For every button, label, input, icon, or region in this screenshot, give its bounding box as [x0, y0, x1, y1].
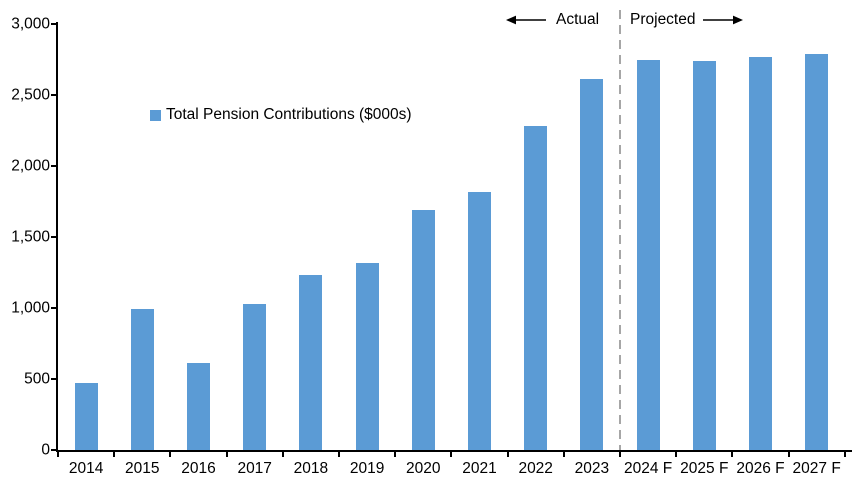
- actual-section-label: Actual: [556, 11, 600, 28]
- y-axis-tick-label: 2,500: [11, 86, 50, 104]
- y-axis-tick-mark: [51, 236, 57, 238]
- actual-projected-divider: [619, 10, 621, 450]
- y-axis-tick-mark: [51, 378, 57, 380]
- legend: Total Pension Contributions ($000s): [150, 106, 412, 124]
- x-axis-tick-mark: [281, 452, 284, 457]
- x-axis-category-label: 2016: [181, 460, 216, 477]
- y-axis-tick-mark: [51, 23, 57, 25]
- x-axis-tick-mark: [675, 452, 678, 457]
- x-axis-tick-mark: [731, 452, 734, 457]
- y-axis-tick-label: 0: [41, 441, 50, 459]
- bar-2022: [524, 126, 548, 450]
- x-axis-tick-mark: [843, 452, 846, 457]
- x-axis-tick-mark: [394, 452, 397, 457]
- right-arrow-icon: [702, 14, 744, 26]
- bar-2019: [355, 262, 379, 450]
- x-axis-tick-mark: [619, 452, 621, 457]
- x-axis-line: [56, 450, 852, 452]
- projected-section-label: Projected: [630, 11, 696, 28]
- bar-2018: [299, 274, 323, 450]
- x-axis-tick-mark: [225, 452, 228, 457]
- y-axis-tick-mark: [51, 94, 57, 96]
- bar-2015: [130, 309, 154, 450]
- x-axis-tick-mark: [506, 452, 509, 457]
- y-axis-tick-mark: [51, 307, 57, 309]
- x-axis-category-label: 2024 F: [623, 460, 673, 477]
- x-axis-tick-mark: [562, 452, 565, 457]
- x-axis-category-label: 2026 F: [736, 460, 785, 477]
- x-axis-category-label: 2019: [349, 460, 385, 477]
- y-axis-tick-label: 1,000: [11, 299, 50, 317]
- x-axis-category-label: 2014: [68, 460, 104, 477]
- x-axis-tick-mark: [169, 452, 172, 457]
- x-axis-tick-mark: [338, 452, 340, 457]
- x-axis-category-label: 2025 F: [680, 460, 729, 477]
- x-axis-tick-mark: [450, 452, 453, 457]
- x-axis-category-label: 2015: [125, 460, 160, 477]
- y-axis-tick-label: 500: [24, 370, 50, 388]
- y-axis-tick-label: 1,500: [11, 228, 50, 246]
- bar-2025-F: [692, 60, 716, 450]
- bar-2026-F: [749, 57, 772, 450]
- legend-label: Total Pension Contributions ($000s): [166, 106, 412, 123]
- bar-2014: [74, 382, 98, 450]
- bar-2027-F: [805, 53, 829, 450]
- left-arrow-icon: [505, 14, 547, 26]
- x-axis-category-label: 2027 F: [792, 460, 841, 477]
- x-axis-category-label: 2021: [462, 460, 497, 477]
- legend-marker-icon: [150, 109, 161, 121]
- bar-2020: [411, 210, 435, 450]
- y-axis-line: [56, 22, 58, 452]
- y-axis-tick-label: 2,000: [11, 157, 50, 175]
- y-axis-tick-label: 3,000: [11, 15, 50, 33]
- x-axis-tick-mark: [113, 452, 116, 457]
- bar-2016: [187, 362, 210, 450]
- x-axis-category-label: 2017: [237, 460, 272, 477]
- x-axis-category-label: 2022: [518, 460, 553, 477]
- x-axis-category-label: 2023: [574, 460, 610, 477]
- y-axis-tick-mark: [51, 165, 57, 167]
- bar-2021: [468, 192, 491, 450]
- x-axis-category-label: 2018: [293, 460, 329, 477]
- bar-2023: [580, 79, 604, 450]
- y-axis-tick-mark: [51, 449, 57, 451]
- x-axis-tick-mark: [57, 452, 59, 457]
- x-axis-tick-mark: [787, 452, 790, 457]
- bar-2017: [243, 304, 267, 450]
- x-axis-category-label: 2020: [406, 460, 441, 477]
- bar-2024-F: [636, 59, 660, 450]
